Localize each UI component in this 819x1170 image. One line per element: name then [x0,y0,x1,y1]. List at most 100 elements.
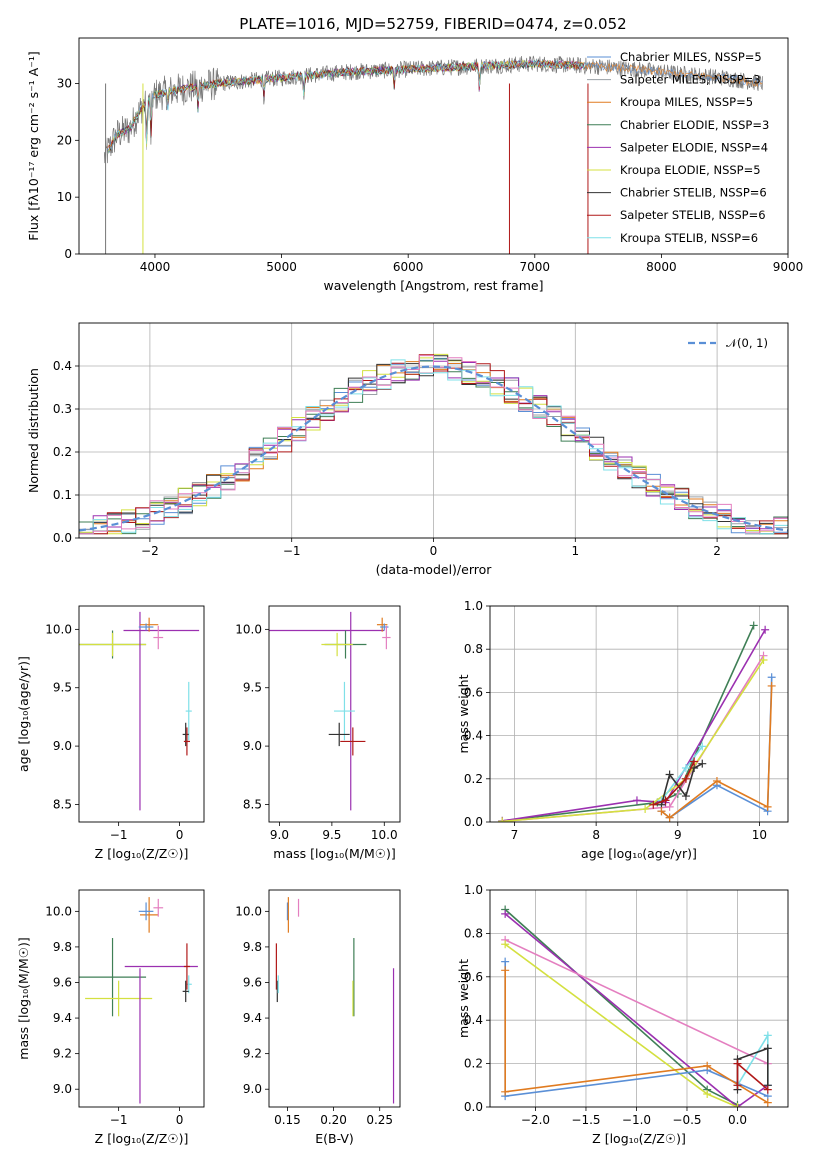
errorbar-point [85,980,153,1017]
panel-5: 7 8 9 10 0.0 0.2 0.4 0.6 0.8 1.0 age [log₁₀(age/yr… [456,599,789,861]
weight-marker [681,792,690,801]
x-tick-label: 0 [176,828,184,842]
y-axis-label: Normed distribution [26,368,41,493]
x-tick-label: 2 [713,544,721,558]
errorbar-point [183,943,190,990]
y-tick-label: 0.4 [464,729,483,743]
y-tick-label: 10.0 [235,904,262,918]
weight-line [736,1047,769,1090]
y-tick-label: 9.4 [53,1011,72,1025]
legend-entry: Chabrier ELODIE, NSSP=3 [620,118,769,132]
y-axis-label: mass weight [456,959,471,1038]
panel-3: −1 0 8.5 9.0 9.5 10.0 Z [log₁₀(Z/Z☉)] age [log₁… [16,605,205,861]
y-tick-label: 10.0 [45,904,72,918]
plot-area [501,905,772,1107]
errorbar-point [340,727,366,756]
x-tick-label: −1.0 [622,1113,651,1127]
legend-entry: 𝒩(0, 1) [726,336,768,350]
histogram-step [79,354,788,535]
x-tick-label: 4000 [140,260,171,274]
y-axis-label: age [log₁₀(age/yr)] [16,656,31,772]
panel-7: 0.15 0.20 0.25 9.0 9.2 9.4 9.6 9.8 10.0 E(B-V) [235,889,401,1146]
weight-line [502,659,765,822]
y-tick-label: 8.5 [243,797,262,811]
y-tick-label: 9.6 [53,975,72,989]
weight-marker [665,802,674,811]
errorbar-point [333,681,355,741]
errorbar-point [79,632,147,657]
x-axis-label: (data-model)/error [376,562,493,577]
weight-marker [501,966,510,975]
x-tick-label: −1.5 [571,1113,600,1127]
legend-entry: Salpeter ELODIE, NSSP=4 [620,140,768,154]
plot-area [79,897,198,1104]
legend-entry: Salpeter STELIB, NSSP=6 [620,208,766,222]
axes-frame [78,322,789,539]
axes-frame [268,889,401,1108]
weight-marker [501,1087,510,1096]
axes-frame [268,605,401,823]
panel-6: −1 0 9.0 9.2 9.4 9.6 9.8 10.0 Z [log₁₀(Z/Z☉)] mas… [16,889,205,1146]
plot-area [79,611,200,811]
y-tick-label: 9.0 [53,739,72,753]
figure-title: PLATE=1016, MJD=52759, FIBERID=0474, z=0… [239,15,626,33]
y-axis-label: mass [log₁₀(M/M☉)] [16,937,31,1059]
y-tick-label: 10.0 [235,622,262,636]
errorbar-point [185,681,192,741]
errorbar-point [380,623,389,631]
y-tick-label: 10 [57,190,72,204]
x-tick-label: 1 [571,544,579,558]
y-tick-label: 9.8 [243,940,262,954]
panel-2: −2 −1 0 1 2 0.0 0.1 0.2 0.3 0.4 (data-model)/error… [26,322,789,577]
plot-area [79,353,788,535]
x-tick-label: 8 [592,828,600,842]
weight-marker [733,1059,742,1068]
errorbar-point [183,727,190,756]
weight-marker [763,802,772,811]
x-tick-label: 9 [674,828,682,842]
y-tick-label: 1.0 [464,883,483,897]
weight-marker [501,909,510,918]
errorbar-point [182,980,189,1003]
weight-marker [665,813,674,822]
weight-line [504,943,738,1107]
histogram-step [79,359,788,535]
legend-entry: Chabrier STELIB, NSSP=6 [620,186,767,200]
weight-marker [657,807,666,816]
weight-marker [681,774,690,783]
model-spectrum-line [108,59,586,151]
x-tick-label: 6000 [393,260,424,274]
weight-marker [498,817,507,822]
plot-area [103,55,764,254]
x-axis-label: Z [log₁₀(Z/Z☉)] [592,1131,686,1146]
y-tick-label: 8.5 [53,797,72,811]
y-tick-label: 9.0 [243,1082,262,1096]
errorbar-point [382,625,391,650]
y-tick-label: 9.6 [243,975,262,989]
model-spectrum-line [107,59,586,154]
y-tick-label: 0.4 [464,1013,483,1027]
x-tick-label: 5000 [266,260,297,274]
spectrum-data-line [103,55,764,164]
y-tick-label: 0.1 [53,488,72,502]
y-axis-label: mass weight [456,674,471,753]
weight-line [502,625,755,822]
errorbar-point [153,625,164,650]
plot-area [498,621,776,822]
weight-marker [761,625,770,634]
x-tick-label: 9.5 [322,828,341,842]
weight-line [504,939,769,1065]
normal-curve [79,365,788,532]
weight-line [660,745,703,801]
x-tick-label: 0.15 [274,1113,301,1127]
y-tick-label: 9.4 [243,1011,262,1025]
y-tick-label: 0.3 [53,402,72,416]
errorbar-point [139,897,159,933]
y-tick-label: 0 [64,247,72,261]
x-tick-label: 0 [176,1113,184,1127]
y-tick-label: 0.6 [464,970,483,984]
y-tick-label: 0.8 [464,926,483,940]
weight-marker [681,764,690,772]
histogram-step [79,355,788,535]
weight-marker [763,1098,772,1107]
